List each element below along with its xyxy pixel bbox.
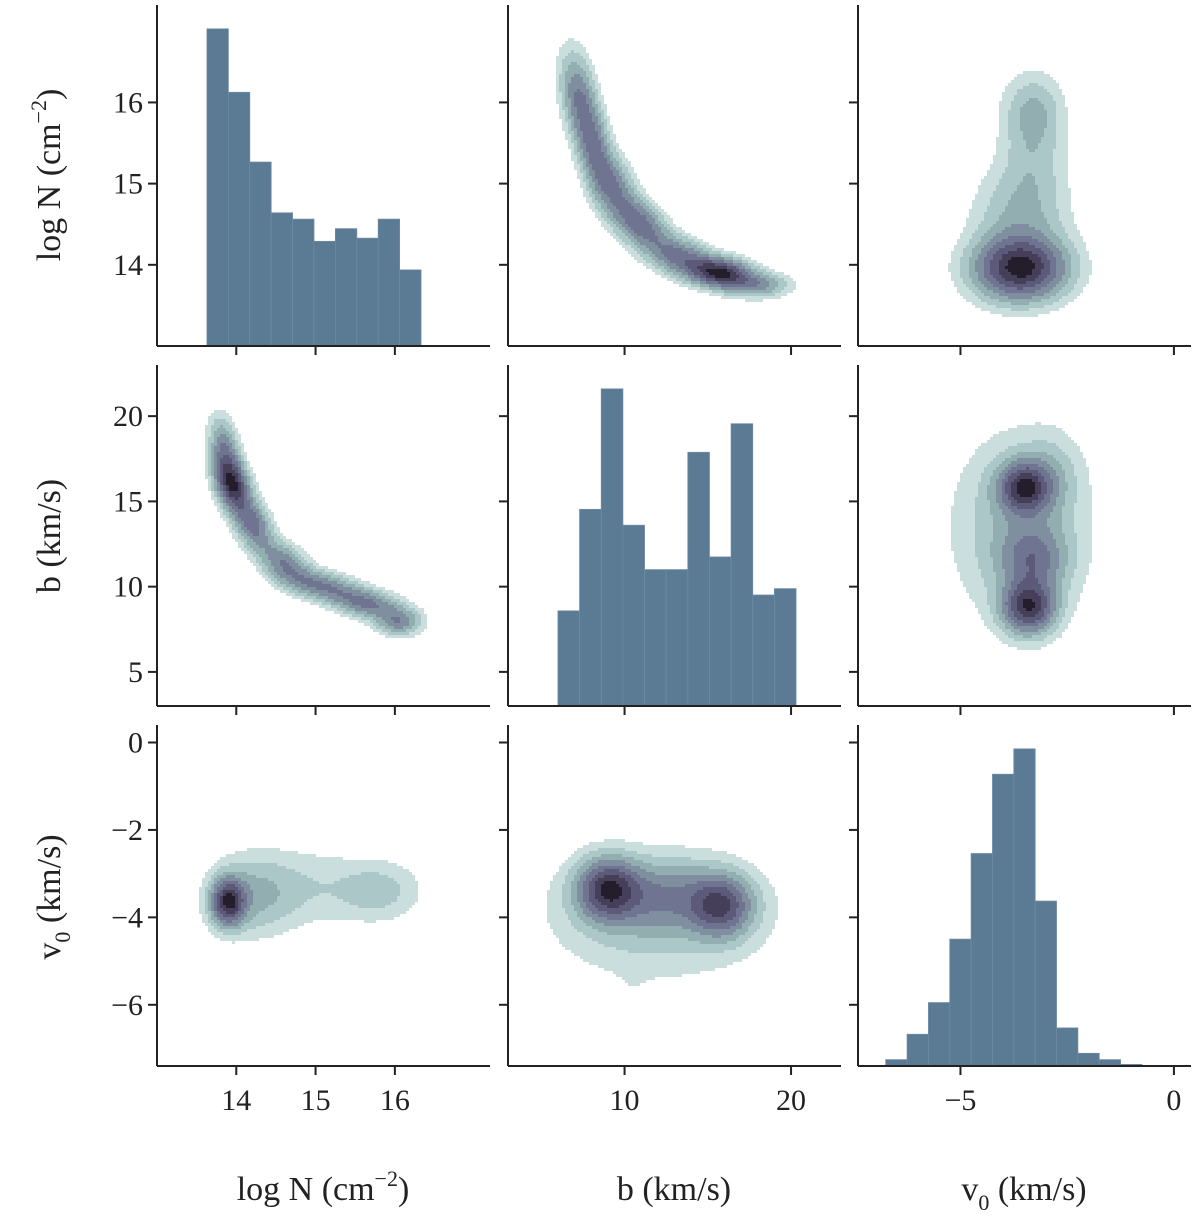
hist-bar <box>928 1002 951 1067</box>
ylabel-logN: log N (cm−2) <box>26 89 68 262</box>
kde-level-8 <box>226 473 238 491</box>
xlabel-logN: log N (cm−2) <box>237 1166 410 1208</box>
hist-bar <box>709 556 732 707</box>
x-tick-label: 20 <box>776 1084 806 1117</box>
y-tick-label: 15 <box>113 485 143 518</box>
x-tick-label: 0 <box>1166 1084 1181 1117</box>
x-tick-label: 14 <box>221 1084 251 1117</box>
kde-level-7 <box>1011 473 1041 617</box>
hist-bar <box>622 524 645 707</box>
hist-bar <box>992 773 1015 1067</box>
hist-bar <box>665 569 689 707</box>
kde-level-6 <box>1005 467 1047 623</box>
hist-bar <box>399 269 422 347</box>
hist-bar <box>687 451 710 707</box>
y-tick-label: 0 <box>128 726 143 759</box>
kde-level-5 <box>574 89 760 287</box>
hist-bar <box>970 853 993 1067</box>
x-tick-label: 16 <box>380 1084 410 1117</box>
hist-bar <box>906 1033 929 1067</box>
kde-panel-logN-vs-b <box>556 38 796 302</box>
kde-level-8 <box>706 269 730 278</box>
y-tick-label: −6 <box>111 989 143 1022</box>
hist-bar <box>334 228 358 347</box>
hist-bar <box>579 508 602 707</box>
panel-grid: 14 15 16 5 10 15 20 14 15 16 0 −2 −4 −6 10 20 −5 0 <box>111 5 1191 1117</box>
y-tick-label: 16 <box>113 86 143 119</box>
y-tick-label: 15 <box>113 168 143 201</box>
kde-panel-logN-vs-v0 <box>948 71 1092 317</box>
y-tick-label: 10 <box>113 571 143 604</box>
hist-bar <box>227 91 251 347</box>
kde-panel-v0-vs-logN <box>199 848 418 944</box>
kde-level-8 <box>601 881 622 902</box>
xlabel-b: b (km/s) <box>617 1171 731 1208</box>
y-tick-label: 20 <box>113 400 143 433</box>
hist-bar <box>730 423 754 707</box>
xlabel-v0: v0 (km/s) <box>961 1171 1086 1215</box>
hist-bar <box>600 388 624 707</box>
hist-bar <box>752 594 775 707</box>
hist-bar <box>249 161 272 347</box>
hist-bar <box>1056 1027 1079 1067</box>
hist-bar <box>774 588 797 707</box>
hist-bar <box>1013 748 1036 1067</box>
kde-panel-b-vs-v0 <box>951 422 1092 650</box>
ylabel-b: b (km/s) <box>31 479 68 593</box>
x-tick-label: 15 <box>301 1084 331 1117</box>
kde-panel-b-vs-logN <box>205 410 427 638</box>
hist-bar <box>377 218 401 347</box>
x-tick-label: 10 <box>610 1084 640 1117</box>
hist-bar <box>1077 1052 1100 1067</box>
hist-bar <box>356 237 379 347</box>
y-tick-label: 14 <box>113 249 143 282</box>
y-tick-label: 5 <box>128 656 143 689</box>
hist-bar <box>557 610 580 707</box>
kde-level-8 <box>1005 257 1035 278</box>
hist-bar <box>292 218 315 347</box>
hist-bar <box>949 938 972 1067</box>
kde-level-2 <box>559 50 787 296</box>
hist-bar <box>206 28 229 347</box>
hist-bar <box>644 569 667 707</box>
hist-bar <box>270 212 293 347</box>
hist-bar <box>1034 900 1057 1067</box>
kde-level-5 <box>217 443 400 623</box>
ylabel-v0: v0 (km/s) <box>31 834 75 959</box>
y-tick-label: −4 <box>111 901 143 934</box>
axis-labels: log N (cm−2) b (km/s) v0 (km/s) log N (c… <box>26 89 1087 1215</box>
kde-level-8 <box>1017 479 1035 611</box>
y-tick-label: −2 <box>111 814 143 847</box>
x-tick-label: −5 <box>945 1084 977 1117</box>
hist-bar <box>313 240 336 347</box>
kde-level-8 <box>223 893 235 908</box>
kde-panel-v0-vs-b <box>547 839 778 986</box>
